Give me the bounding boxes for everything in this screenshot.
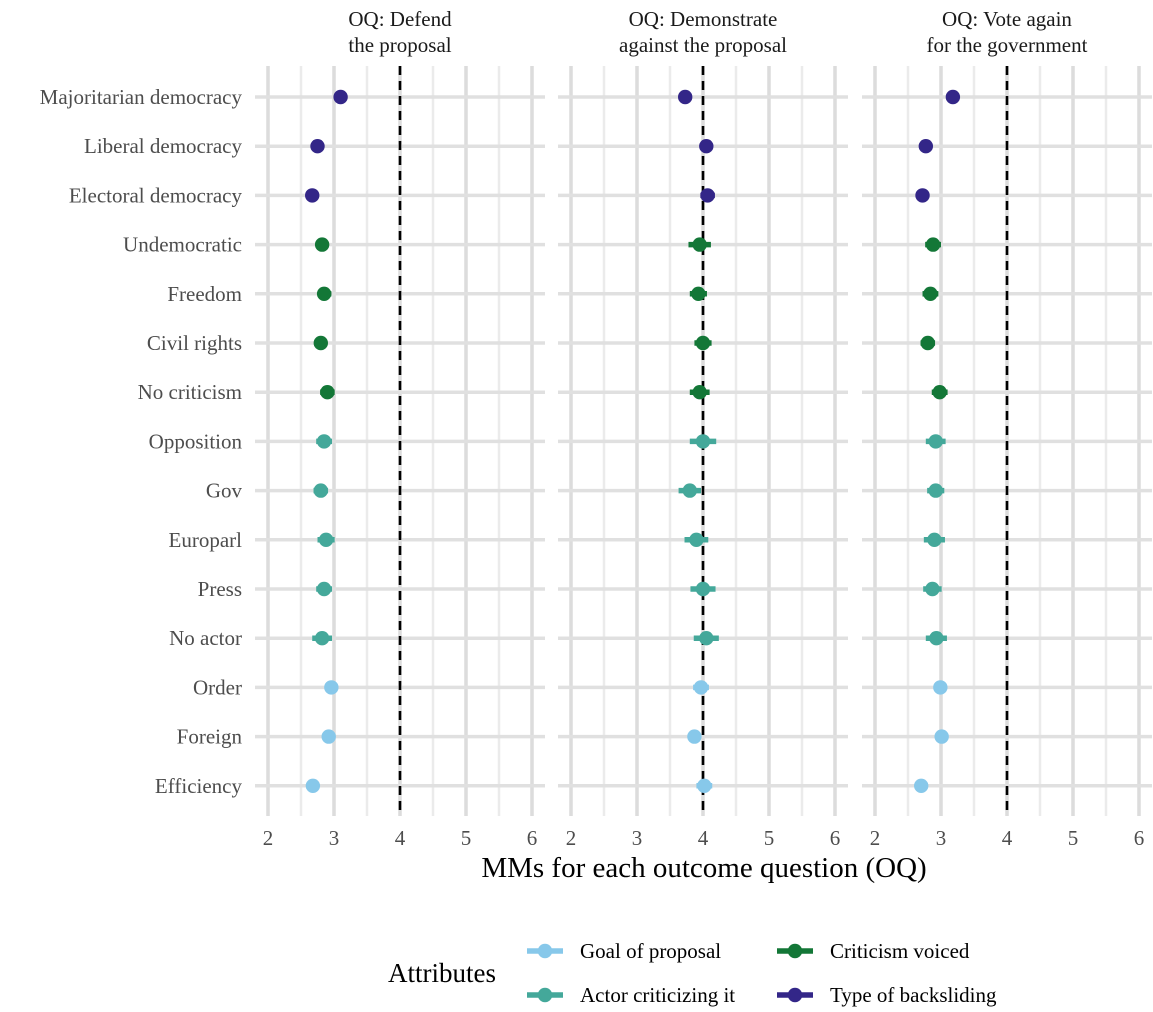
data-point	[320, 385, 335, 400]
data-point	[305, 188, 320, 203]
y-category-label: Electoral democracy	[69, 183, 243, 207]
legend-label: Actor criticizing it	[580, 983, 735, 1007]
data-point	[692, 385, 707, 400]
facet-title: OQ: Vote again	[942, 7, 1072, 31]
legend-label: Goal of proposal	[580, 939, 721, 963]
data-point	[697, 778, 712, 793]
facet-title: against the proposal	[619, 33, 787, 57]
data-point	[915, 188, 930, 203]
x-tick-label: 2	[566, 826, 577, 850]
x-tick-label: 2	[263, 826, 274, 850]
x-tick-label: 2	[870, 826, 881, 850]
y-category-label: Foreign	[177, 725, 243, 749]
legend-label: Criticism voiced	[830, 939, 970, 963]
data-point	[934, 729, 949, 744]
data-point	[321, 729, 336, 744]
data-point	[914, 778, 929, 793]
data-point	[699, 631, 714, 646]
y-category-label: Liberal democracy	[84, 134, 242, 158]
data-point	[687, 729, 702, 744]
data-point	[700, 188, 715, 203]
data-point	[313, 483, 328, 498]
x-tick-label: 5	[461, 826, 472, 850]
x-tick-label: 3	[632, 826, 643, 850]
data-point	[929, 631, 944, 646]
y-category-label: Opposition	[149, 429, 243, 453]
data-point	[692, 237, 707, 252]
data-point	[693, 680, 709, 695]
y-category-label: Europarl	[169, 528, 243, 552]
facet-title: OQ: Demonstrate	[629, 7, 778, 31]
legend-label: Type of backsliding	[830, 983, 997, 1007]
data-point	[324, 680, 339, 695]
data-point	[925, 581, 940, 597]
data-point	[932, 385, 947, 400]
facet-title: the proposal	[348, 33, 451, 57]
y-category-label: Order	[193, 675, 242, 699]
data-point	[310, 139, 325, 154]
x-tick-label: 4	[698, 826, 709, 850]
x-tick-label: 6	[830, 826, 841, 850]
y-category-label: Press	[198, 577, 242, 601]
legend-key-point	[787, 987, 803, 1003]
x-tick-label: 5	[764, 826, 775, 850]
x-tick-label: 3	[936, 826, 947, 850]
data-point	[695, 581, 711, 597]
data-point	[945, 89, 961, 105]
facet-title: for the government	[927, 33, 1088, 57]
legend-key-point	[537, 943, 553, 959]
data-point	[691, 286, 706, 301]
x-tick-label: 3	[329, 826, 340, 850]
y-category-label: Majoritarian democracy	[40, 85, 243, 109]
data-point	[316, 286, 332, 301]
data-point	[695, 434, 711, 449]
data-point	[316, 581, 332, 597]
y-category-label: Gov	[206, 479, 243, 503]
data-point	[677, 89, 693, 105]
data-point	[925, 237, 941, 252]
y-category-label: No criticism	[138, 380, 242, 404]
y-category-label: Undemocratic	[123, 233, 242, 257]
data-point	[928, 483, 943, 498]
data-point	[923, 286, 938, 301]
data-point	[314, 631, 330, 646]
legend-key-point	[537, 987, 553, 1003]
data-point	[695, 335, 711, 351]
x-axis-title: MMs for each outcome question (OQ)	[481, 852, 926, 884]
data-point	[918, 139, 934, 154]
x-tick-label: 5	[1068, 826, 1079, 850]
data-point	[313, 335, 328, 351]
legend-key-point	[787, 943, 803, 959]
data-point	[314, 237, 330, 252]
y-category-label: Efficiency	[155, 774, 243, 798]
x-tick-label: 6	[527, 826, 538, 850]
y-category-label: No actor	[169, 626, 242, 650]
data-point	[305, 778, 321, 793]
x-tick-label: 6	[1134, 826, 1145, 850]
data-point	[318, 532, 334, 547]
y-category-label: Civil rights	[147, 331, 242, 355]
facet-title: OQ: Defend	[348, 7, 452, 31]
data-point	[316, 434, 332, 449]
data-point	[333, 89, 348, 105]
data-point	[933, 680, 948, 695]
y-category-label: Freedom	[167, 282, 242, 306]
legend-title: Attributes	[388, 958, 496, 988]
x-tick-label: 4	[395, 826, 406, 850]
data-point	[928, 434, 943, 449]
data-point	[927, 532, 942, 547]
data-point	[682, 483, 697, 498]
x-tick-label: 4	[1002, 826, 1013, 850]
data-point	[689, 532, 704, 547]
data-point	[920, 335, 935, 351]
data-point	[699, 139, 714, 154]
